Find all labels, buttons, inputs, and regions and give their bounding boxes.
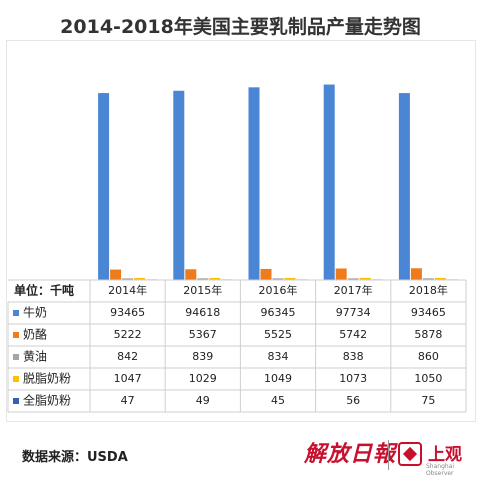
data-label-4-3: 1049 (264, 372, 292, 385)
data-label-2-5: 5878 (414, 328, 442, 341)
data-label-4-4: 1073 (339, 372, 367, 385)
legend-label-4: 脱脂奶粉 (23, 371, 71, 386)
data-label-3-3: 834 (268, 350, 289, 363)
bar-3-4 (347, 278, 359, 280)
legend-label-5: 全脂奶粉 (23, 393, 71, 408)
bar-1-5 (398, 93, 410, 280)
data-label-5-3: 45 (271, 394, 285, 407)
bar-1-4 (323, 84, 335, 280)
tick-label-3: 2016年 (259, 283, 298, 297)
legend-swatch-4 (13, 376, 19, 382)
unit-label: 单位：千吨 (14, 283, 74, 298)
data-label-3-2: 839 (192, 350, 213, 363)
bar-3-2 (197, 278, 209, 280)
data-label-4-5: 1050 (414, 372, 442, 385)
legend-swatch-2 (13, 332, 19, 338)
brand-logo-icon (398, 442, 422, 466)
legend-label-2: 奶酪 (23, 327, 47, 342)
chart-title: 2014-2018年美国主要乳制品产量走势图 (60, 16, 421, 38)
bar-2-5 (410, 268, 422, 280)
bar-2-1 (110, 269, 122, 280)
tick-label-1: 2014年 (108, 283, 147, 297)
bar-4-1 (134, 277, 146, 280)
data-label-1-3: 96345 (261, 306, 296, 319)
data-label-3-1: 842 (117, 350, 138, 363)
data-label-5-1: 47 (121, 394, 135, 407)
data-label-3-5: 860 (418, 350, 439, 363)
data-label-1-2: 94618 (185, 306, 220, 319)
data-label-4-1: 1047 (114, 372, 142, 385)
chart-frame (6, 40, 476, 422)
legend-swatch-1 (13, 310, 19, 316)
bar-3-3 (272, 278, 284, 280)
brand-divider (388, 440, 389, 470)
bar-3-1 (122, 278, 134, 280)
brand-calligraphy-logo: 解放日報 (304, 441, 397, 467)
bar-4-4 (359, 277, 371, 280)
bar-4-5 (434, 277, 446, 280)
data-label-5-2: 49 (196, 394, 210, 407)
bar-1-3 (248, 87, 260, 280)
bar-1-2 (173, 90, 185, 280)
data-label-1-5: 93465 (411, 306, 446, 319)
legend-swatch-3 (13, 354, 19, 360)
bar-2-2 (185, 269, 197, 280)
bar-1-1 (98, 93, 110, 280)
data-label-5-5: 75 (421, 394, 435, 407)
data-label-1-4: 97734 (336, 306, 371, 319)
bar-2-4 (335, 268, 347, 280)
data-label-2-1: 5222 (114, 328, 142, 341)
tick-label-4: 2017年 (334, 283, 373, 297)
bar-4-2 (209, 277, 221, 280)
brand-name: 上观 (428, 445, 462, 465)
bar-2-3 (260, 268, 272, 280)
legend-label-1: 牛奶 (23, 305, 47, 320)
legend-label-3: 黄油 (23, 350, 47, 364)
brand-subtitle: Shanghai Observer (426, 463, 455, 477)
data-label-1-1: 93465 (110, 306, 145, 319)
legend-swatch-5 (13, 398, 19, 404)
data-label-2-3: 5525 (264, 328, 292, 341)
bar-3-5 (422, 278, 434, 280)
data-label-2-2: 5367 (189, 328, 217, 341)
data-source: 数据来源：USDA (22, 450, 128, 465)
data-label-5-4: 56 (346, 394, 360, 407)
data-label-3-4: 838 (343, 350, 364, 363)
data-label-4-2: 1029 (189, 372, 217, 385)
bar-4-3 (284, 277, 296, 280)
tick-label-5: 2018年 (409, 283, 448, 297)
tick-label-2: 2015年 (183, 283, 222, 297)
data-label-2-4: 5742 (339, 328, 367, 341)
